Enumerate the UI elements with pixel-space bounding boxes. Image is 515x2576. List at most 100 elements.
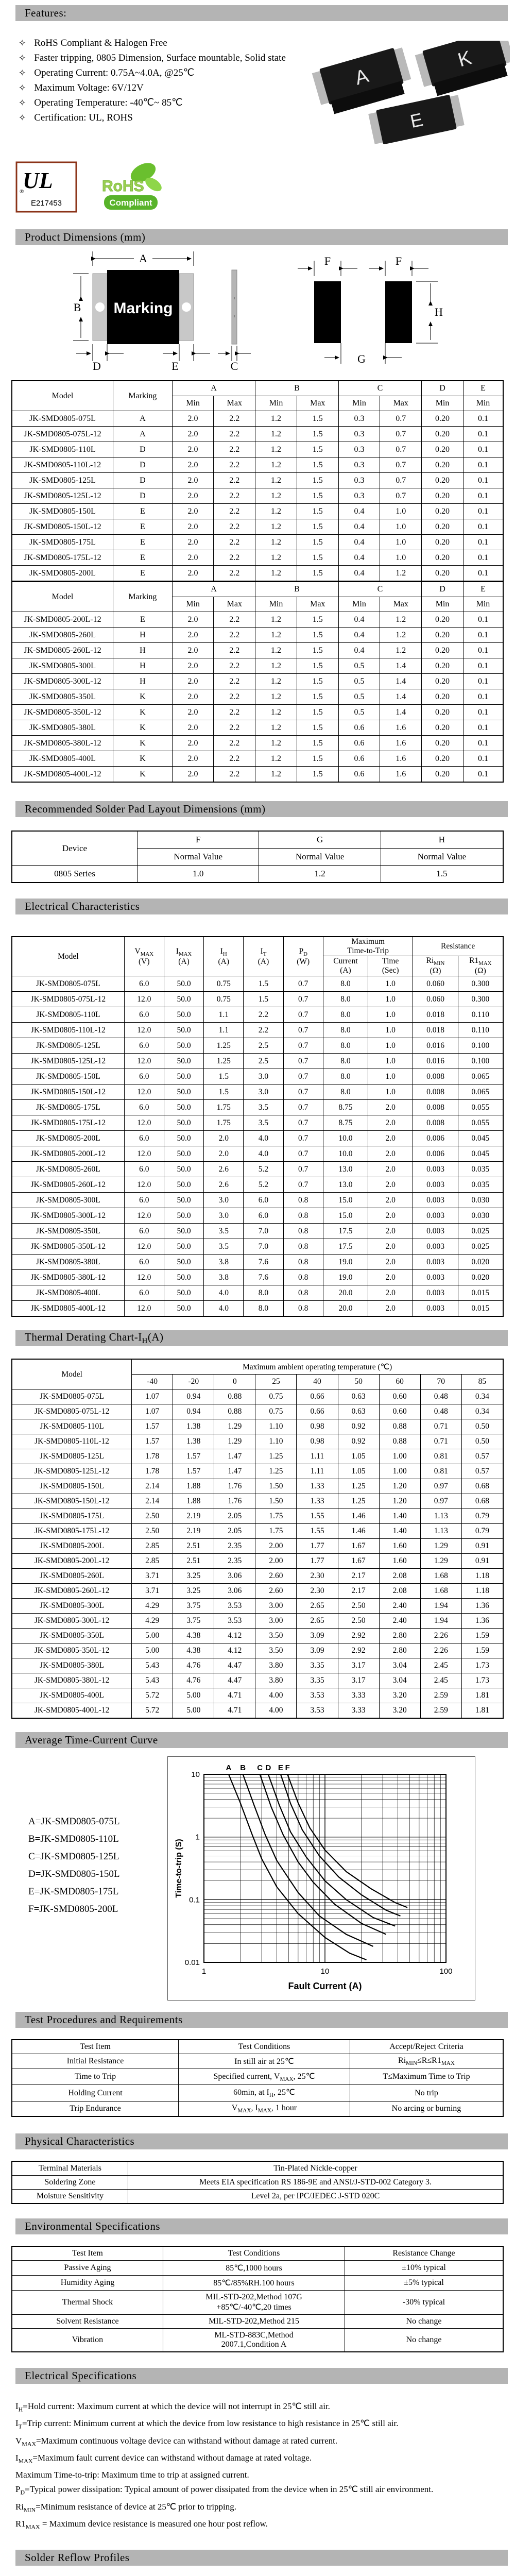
table-cell: 3.06 (214, 1583, 256, 1599)
table-cell: 19.0 (322, 1269, 369, 1286)
table-cell: 12.0 (124, 1146, 164, 1162)
electrical-characteristics-title: Electrical Characteristics (25, 900, 140, 912)
table-cell: 0.003 (413, 1300, 458, 1317)
table-cell: 0.7 (283, 1053, 323, 1070)
table-cell: 2.92 (337, 1643, 380, 1659)
table-cell: 0.6 (338, 735, 381, 751)
table-cell: 3.00 (255, 1598, 297, 1614)
table-row: Initial Resistance In still air at 25℃ RiM… (11, 2054, 504, 2070)
table-cell: 50.0 (163, 1022, 204, 1039)
table-cell: 0.1 (462, 720, 504, 736)
table-cell: 2.2 (213, 550, 256, 566)
table-cell: K (112, 689, 173, 705)
table-cell: JK-SMD0805-350L-12 (11, 1643, 132, 1659)
legend-item: D=JK-SMD0805-150L (28, 1869, 120, 1880)
table-cell: 3.75 (173, 1598, 215, 1614)
table-cell: 1.6 (380, 766, 422, 783)
table-cell: 2.0 (368, 1130, 414, 1147)
table-cell: 2.0 (171, 627, 214, 643)
table-cell: JK-SMD0805-400L-12 (11, 1703, 132, 1719)
table-cell: JK-SMD0805-150L-12 (11, 1494, 132, 1510)
col-subheader: 60 (379, 1374, 421, 1390)
table-cell: 0.1 (462, 426, 504, 442)
table-cell: 2.14 (131, 1479, 174, 1495)
table-cell: 1.25 (203, 1038, 244, 1054)
table-cell: H (112, 642, 173, 658)
table-cell: Soldering Zone (11, 2175, 128, 2190)
table-cell: JK-SMD0805-260L (11, 1161, 125, 1178)
table-cell: 0.20 (421, 689, 464, 705)
table-cell: 2.2 (213, 503, 256, 519)
table-cell: 0.97 (420, 1479, 462, 1495)
table-cell: 1.2 (380, 565, 422, 582)
table-cell: 2.2 (213, 442, 256, 457)
table-cell: 2.08 (379, 1568, 421, 1584)
table-row: JK-SMD0805-300L 4.29 3.75 3.53 3.00 2.65 2.50 2… (11, 1598, 504, 1614)
table-cell: 6.0 (124, 1285, 164, 1301)
definition-line: IH=Hold current: Maximum current at whic… (15, 2401, 330, 2413)
table-cell: 0.6 (338, 720, 381, 736)
table-cell: JK-SMD0805-175L-12 (11, 1115, 125, 1131)
table-cell: 0.20 (421, 411, 464, 427)
table-cell: 0.7 (283, 1099, 323, 1116)
table-cell: 1.78 (131, 1449, 174, 1465)
table-cell: 19.0 (322, 1254, 369, 1270)
table-cell: 1.25 (337, 1479, 380, 1495)
table-cell: 2.17 (337, 1583, 380, 1599)
table-cell: 2.2 (213, 411, 256, 427)
svg-text:D: D (265, 1764, 271, 1772)
table-cell: 0.63 (337, 1404, 380, 1420)
table-cell: 0.7 (380, 472, 422, 488)
table-cell: 0.008 (413, 1099, 458, 1116)
table-cell: 85℃/85%RH.100 hours (163, 2275, 345, 2291)
table-cell: Meets EIA specification RS 186-9E and AN… (127, 2175, 504, 2190)
table-cell: 2.35 (214, 1553, 256, 1569)
col-subheader: Min (255, 597, 297, 612)
table-cell: 0.20 (421, 612, 464, 628)
table-cell: JK-SMD0805-175L (11, 534, 113, 550)
table-cell: 0.20 (421, 658, 464, 674)
table-cell: 1.33 (296, 1494, 338, 1510)
col-subheader: Max (380, 396, 422, 411)
table-cell: 2.0 (368, 1177, 414, 1193)
table-cell: D (112, 457, 173, 473)
table-cell: 0.020 (457, 1269, 504, 1286)
table-cell: 1.2 (255, 519, 297, 535)
definition-line: PD=Typical power dissipation: Typical am… (15, 2484, 434, 2496)
table-cell: 2.0 (368, 1254, 414, 1270)
table-cell: 15.0 (322, 1192, 369, 1209)
col-header: Maximum Time-to-Trip (322, 936, 414, 956)
table-cell: 1.0 (136, 865, 260, 883)
table-cell: 1.5 (296, 612, 339, 628)
table-cell: 0.045 (457, 1146, 504, 1162)
table-cell: 0.75 (203, 991, 244, 1008)
table-row: JK-SMD0805-075L 6.0 50.0 0.75 1.5 0.7 8.0 1.0 0.… (11, 976, 504, 992)
table-cell: 1.0 (368, 1007, 414, 1023)
table-cell: 1.5 (243, 991, 284, 1008)
table-cell: 3.0 (243, 1069, 284, 1085)
table-cell: JK-SMD0805-200L-12 (11, 1146, 125, 1162)
table-cell: 0.7 (380, 411, 422, 427)
col-subheader: Min (421, 597, 464, 612)
table-cell: 1.6 (380, 720, 422, 736)
table-cell: 0.3 (338, 472, 381, 488)
table-cell: 0.7 (283, 1069, 323, 1085)
table-cell: MIL-STD-202,Method 215 (163, 2314, 345, 2329)
table-cell: 1.94 (420, 1613, 462, 1629)
table-cell: 50.0 (163, 1161, 204, 1178)
table-cell: Solvent Resistance (11, 2314, 163, 2329)
table-cell: 0.1 (462, 704, 504, 720)
table-cell: 0.003 (413, 1223, 458, 1240)
table-cell: 2.26 (420, 1628, 462, 1644)
table-cell: 0.060 (413, 976, 458, 992)
col-header: Marking (112, 582, 173, 612)
table-cell: JK-SMD0805-300L (11, 658, 113, 674)
table-cell: 0.1 (462, 442, 504, 457)
dimension-table-1: Model Marking A B C D E Min Max Min Max … (11, 380, 504, 582)
table-cell: 1.36 (461, 1598, 504, 1614)
table-cell: 0.66 (296, 1389, 338, 1405)
table-cell: 2.17 (337, 1568, 380, 1584)
table-cell: No arcing or burning (350, 2100, 504, 2117)
table-cell: 1.5 (296, 720, 339, 736)
certification-logos: UL ® E217453 RoHS Compliant (15, 161, 515, 213)
